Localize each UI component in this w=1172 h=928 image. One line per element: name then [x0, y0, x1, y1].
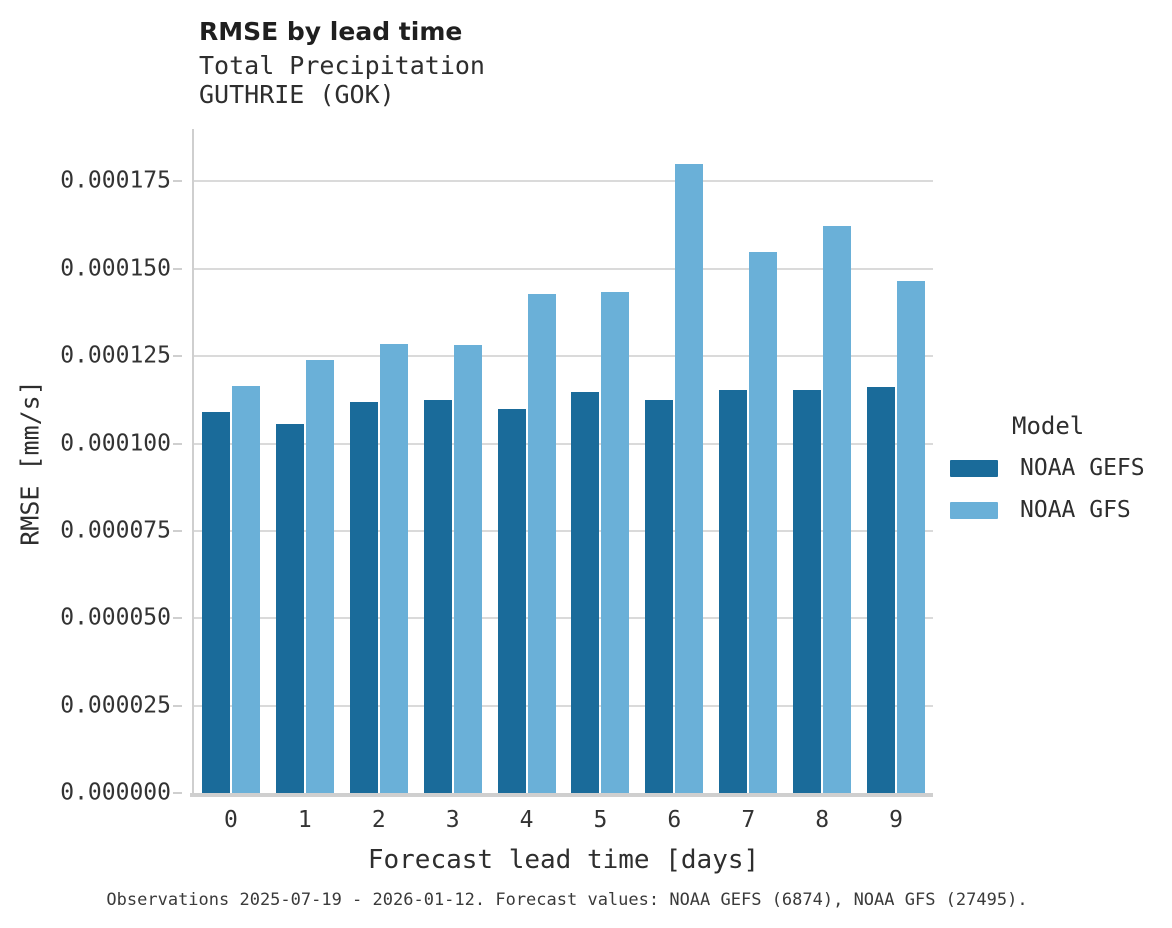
bar-noaa-gefs-lead-2 — [349, 402, 378, 793]
bar-noaa-gfs-lead-9 — [897, 281, 926, 793]
legend-label-noaa-gfs: NOAA GFS — [1020, 497, 1131, 523]
y-tick-mark — [173, 704, 182, 707]
bar-noaa-gfs-lead-3 — [453, 345, 482, 793]
bar-group-lead-7 — [711, 129, 785, 793]
gridline-0.000150 — [194, 267, 933, 270]
bar-noaa-gfs-lead-7 — [749, 252, 778, 793]
figure-caption: Observations 2025-07-19 - 2026-01-12. Fo… — [106, 890, 1028, 910]
bar-noaa-gfs-lead-6 — [675, 163, 704, 793]
y-tick-mark — [173, 529, 182, 532]
bar-noaa-gefs-lead-4 — [497, 408, 526, 793]
y-tick-label: 0.000050 — [60, 604, 171, 631]
bar-noaa-gefs-lead-9 — [867, 386, 896, 793]
chart-title: RMSE by lead time — [199, 17, 463, 46]
gridline-0.000175 — [194, 180, 933, 183]
y-tick-label: 0.000125 — [60, 342, 171, 369]
bar-noaa-gfs-lead-5 — [601, 291, 630, 793]
gridline-0.000025 — [194, 704, 933, 707]
y-tick-mark — [173, 180, 182, 183]
y-tick-mark — [173, 617, 182, 620]
legend-title: Model — [1012, 412, 1085, 440]
bar-noaa-gefs-lead-6 — [645, 400, 674, 793]
bar-noaa-gfs-lead-8 — [823, 225, 852, 793]
x-tick-label-0: 0 — [224, 807, 238, 833]
y-tick-label: 0.000150 — [60, 255, 171, 282]
plot-area: 0.000000 0.000025 0.000050 0.000075 0.000100… — [60, 129, 933, 832]
bar-noaa-gfs-lead-4 — [527, 293, 556, 793]
legend-entry-noaa-gefs: NOAA GEFS — [950, 455, 1145, 481]
bar-group-lead-5 — [564, 129, 638, 793]
y-tick-mark — [173, 267, 182, 270]
x-tick-label-1: 1 — [297, 807, 312, 833]
bar-group-lead-0 — [194, 129, 268, 793]
bar-group-lead-3 — [416, 129, 490, 793]
y-tick-label: 0.000075 — [60, 517, 171, 544]
y-tick-label: 0.000025 — [60, 692, 171, 719]
bar-group-lead-4 — [490, 129, 564, 793]
x-tick-label-4: 4 — [519, 807, 534, 833]
bar-noaa-gfs-lead-1 — [305, 359, 334, 793]
x-tick-label-7: 7 — [741, 807, 756, 833]
x-tick-label-6: 6 — [667, 807, 682, 833]
x-tick-label-2: 2 — [371, 807, 386, 833]
bar-group-lead-6 — [637, 129, 711, 793]
y-tick-label: 0.000175 — [60, 167, 171, 194]
gridline-0.000100 — [194, 442, 933, 445]
bar-group-lead-9 — [859, 129, 933, 793]
y-tick-mark — [173, 442, 182, 445]
bar-noaa-gefs-lead-7 — [719, 389, 748, 793]
y-tick-label: 0.000000 — [60, 779, 171, 806]
bar-noaa-gfs-lead-2 — [379, 344, 408, 793]
y-tick-label: 0.000100 — [60, 430, 171, 457]
x-tick-label-8: 8 — [815, 807, 830, 833]
bar-noaa-gefs-lead-3 — [423, 399, 452, 793]
legend: Model NOAA GEFS NOAA GFS — [950, 412, 1145, 539]
y-tick-mark — [173, 355, 182, 358]
bar-noaa-gefs-lead-1 — [275, 423, 304, 793]
x-tick-label-3: 3 — [445, 807, 460, 833]
y-axis-label: RMSE [mm/s] — [15, 380, 45, 546]
y-tick-mark — [173, 792, 182, 794]
legend-swatch-noaa-gfs — [950, 501, 998, 519]
x-axis-label: Forecast lead time [days] — [367, 845, 760, 875]
x-axis-spine — [190, 793, 933, 797]
gridline-0.000050 — [194, 617, 933, 620]
legend-entry-noaa-gfs: NOAA GFS — [950, 497, 1145, 523]
legend-swatch-noaa-gefs — [950, 459, 998, 477]
bar-group-lead-1 — [268, 129, 342, 793]
legend-label-noaa-gefs: NOAA GEFS — [1020, 455, 1145, 481]
chart-subtitle-station: GUTHRIE (GOK) — [199, 80, 395, 109]
x-tick-label-9: 9 — [889, 807, 903, 833]
bar-noaa-gefs-lead-8 — [793, 390, 822, 793]
bar-noaa-gfs-lead-0 — [231, 385, 260, 793]
x-tick-label-5: 5 — [593, 807, 608, 833]
bar-group-lead-8 — [785, 129, 859, 793]
bar-group-lead-2 — [342, 129, 416, 793]
chart-subtitle-variable: Total Precipitation — [199, 51, 485, 80]
gridline-0.000075 — [194, 529, 933, 532]
bar-noaa-gefs-lead-0 — [201, 412, 230, 793]
y-axis-spine — [192, 129, 194, 797]
gridline-0.000125 — [194, 355, 933, 358]
bar-noaa-gefs-lead-5 — [571, 391, 600, 793]
